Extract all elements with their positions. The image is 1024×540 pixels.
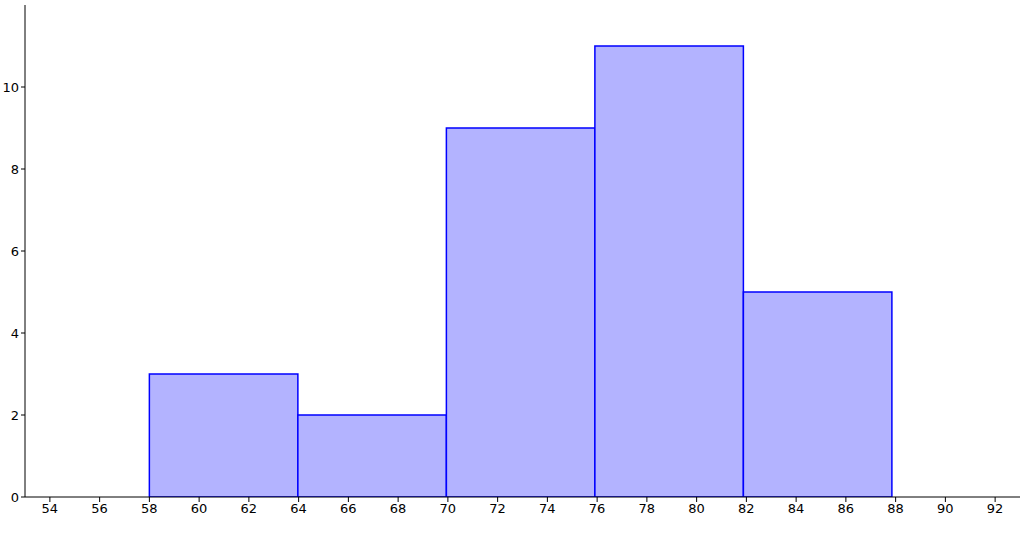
svg-text:4: 4 (11, 326, 19, 341)
svg-text:74: 74 (539, 501, 556, 516)
svg-text:54: 54 (42, 501, 59, 516)
svg-text:86: 86 (838, 501, 855, 516)
svg-text:0: 0 (11, 490, 19, 505)
svg-text:62: 62 (241, 501, 258, 516)
svg-text:78: 78 (639, 501, 656, 516)
svg-text:90: 90 (937, 501, 954, 516)
svg-text:92: 92 (987, 501, 1004, 516)
svg-text:72: 72 (489, 501, 506, 516)
svg-text:6: 6 (11, 244, 19, 259)
svg-text:10: 10 (8, 80, 19, 95)
svg-text:76: 76 (589, 501, 606, 516)
svg-text:60: 60 (191, 501, 208, 516)
svg-text:8: 8 (11, 162, 19, 177)
svg-text:80: 80 (688, 501, 705, 516)
svg-text:82: 82 (738, 501, 755, 516)
svg-text:66: 66 (340, 501, 357, 516)
svg-text:58: 58 (141, 501, 158, 516)
svg-text:88: 88 (887, 501, 904, 516)
svg-text:56: 56 (91, 501, 108, 516)
svg-text:68: 68 (390, 501, 407, 516)
svg-text:70: 70 (440, 501, 457, 516)
svg-text:2: 2 (11, 408, 19, 423)
svg-text:64: 64 (290, 501, 307, 516)
svg-text:84: 84 (788, 501, 805, 516)
